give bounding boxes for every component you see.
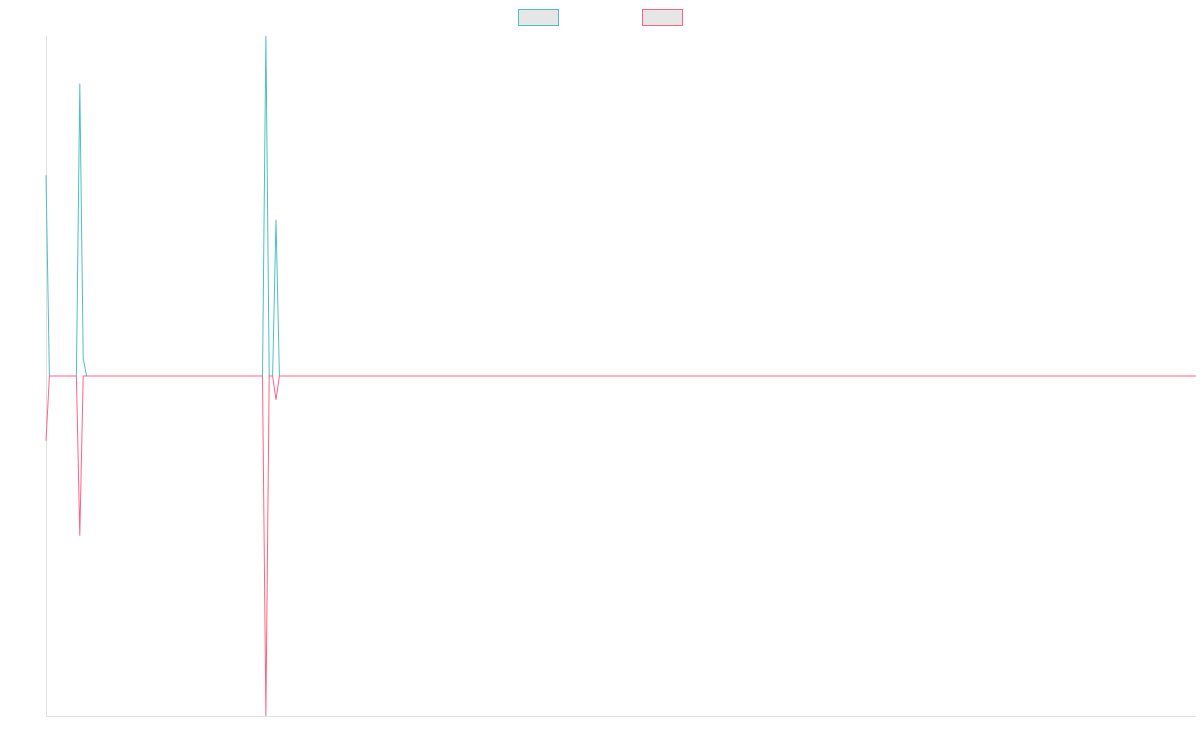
axes	[46, 36, 1196, 717]
series-line-1	[45, 35, 1196, 377]
series-line-2	[45, 375, 1196, 717]
series-layer	[45, 35, 1196, 717]
legend-item-2[interactable]	[642, 9, 683, 26]
legend	[518, 9, 683, 26]
legend-item-1[interactable]	[518, 9, 559, 26]
legend-swatch-1[interactable]	[518, 9, 559, 26]
legend-swatch-2[interactable]	[642, 9, 683, 26]
